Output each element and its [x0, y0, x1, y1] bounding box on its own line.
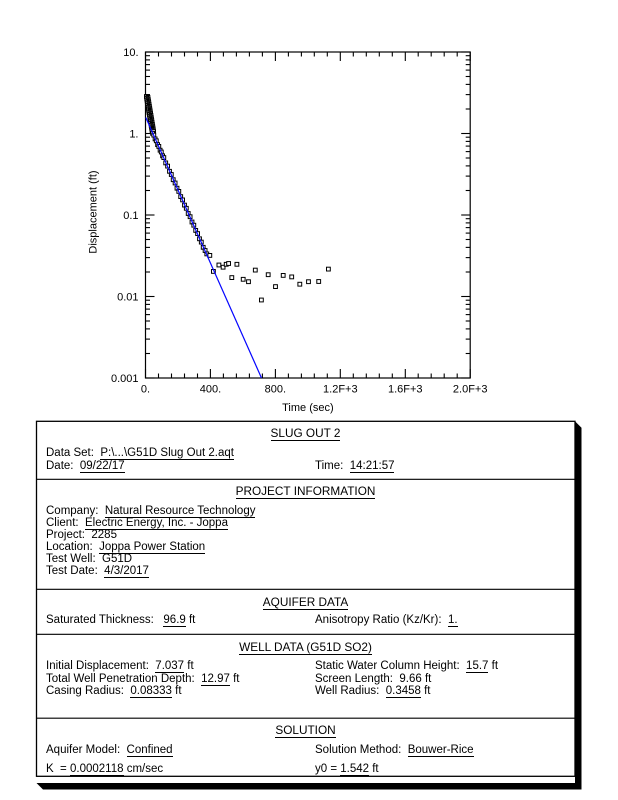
- svg-text:800.: 800.: [265, 384, 286, 396]
- svg-text:400.: 400.: [200, 384, 221, 396]
- svg-text:2.0F+3: 2.0F+3: [453, 384, 488, 396]
- svg-text:Time (sec): Time (sec): [282, 402, 334, 414]
- svg-text:1.6F+3: 1.6F+3: [388, 384, 423, 396]
- svg-text:0.: 0.: [141, 384, 150, 396]
- svg-text:0.1: 0.1: [123, 210, 138, 222]
- svg-text:0.01: 0.01: [117, 292, 138, 304]
- svg-text:Displacement (ft): Displacement (ft): [88, 170, 100, 253]
- svg-text:1.: 1.: [129, 129, 138, 141]
- svg-text:10.: 10.: [123, 47, 138, 59]
- svg-text:0.001: 0.001: [111, 373, 139, 385]
- svg-text:1.2F+3: 1.2F+3: [323, 384, 358, 396]
